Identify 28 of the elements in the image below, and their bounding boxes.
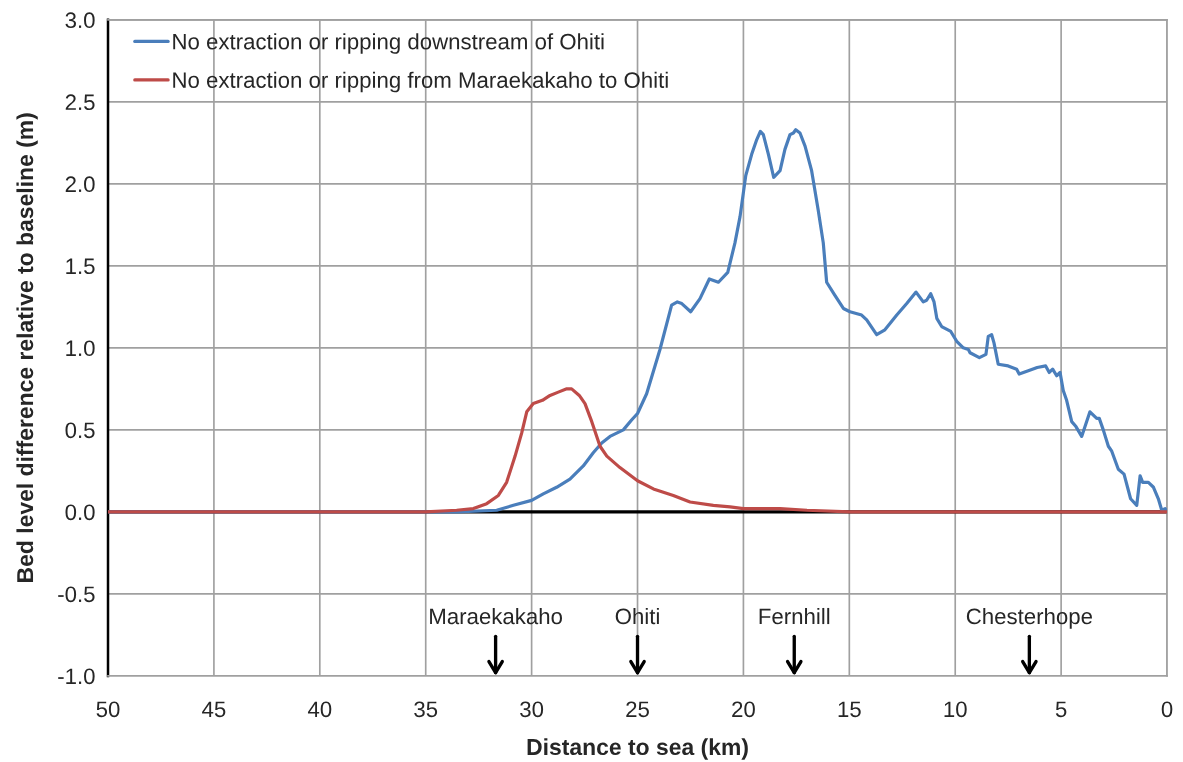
x-tick-label: 15 xyxy=(838,701,861,718)
y-tick-label: 1.5 xyxy=(66,258,95,275)
annotation: Ohiti xyxy=(615,607,659,625)
y-tick-label: 1.0 xyxy=(66,340,95,357)
y-tick-label: 0.5 xyxy=(65,422,95,439)
y-axis-title: Bed level difference relative to baseline (m) xyxy=(16,113,38,582)
annotation: Maraekakaho xyxy=(430,607,563,625)
y-tick-label: -1.0 xyxy=(58,668,95,685)
x-tick-label: 30 xyxy=(520,701,544,718)
legend-label: No extraction or ripping downstream of Ohiti xyxy=(173,33,604,54)
annotation: Chesterhope xyxy=(966,607,1092,629)
x-axis-title: Distance to sea (km) xyxy=(527,738,748,760)
x-tick-label: 25 xyxy=(626,701,649,718)
y-tick-label: 2.5 xyxy=(65,94,95,111)
x-tick-label: 40 xyxy=(307,701,332,718)
x-tick-label: 35 xyxy=(414,701,438,718)
annotation: Fernhill xyxy=(759,607,830,625)
x-tick-label: 0 xyxy=(1161,701,1173,718)
x-tick-label: 45 xyxy=(202,701,226,718)
y-tick-label: 2.0 xyxy=(65,176,95,193)
y-tick-label: -0.5 xyxy=(58,586,95,603)
legend-label: No extraction or ripping from Maraekakaho to Ohiti xyxy=(173,71,668,93)
y-tick-label: 0.0 xyxy=(65,504,95,521)
x-tick-label: 20 xyxy=(732,701,755,718)
y-tick-label: 3.0 xyxy=(65,12,95,29)
x-tick-label: 10 xyxy=(944,701,967,718)
x-tick-label: 50 xyxy=(96,701,120,718)
x-tick-label: 5 xyxy=(1055,701,1067,718)
